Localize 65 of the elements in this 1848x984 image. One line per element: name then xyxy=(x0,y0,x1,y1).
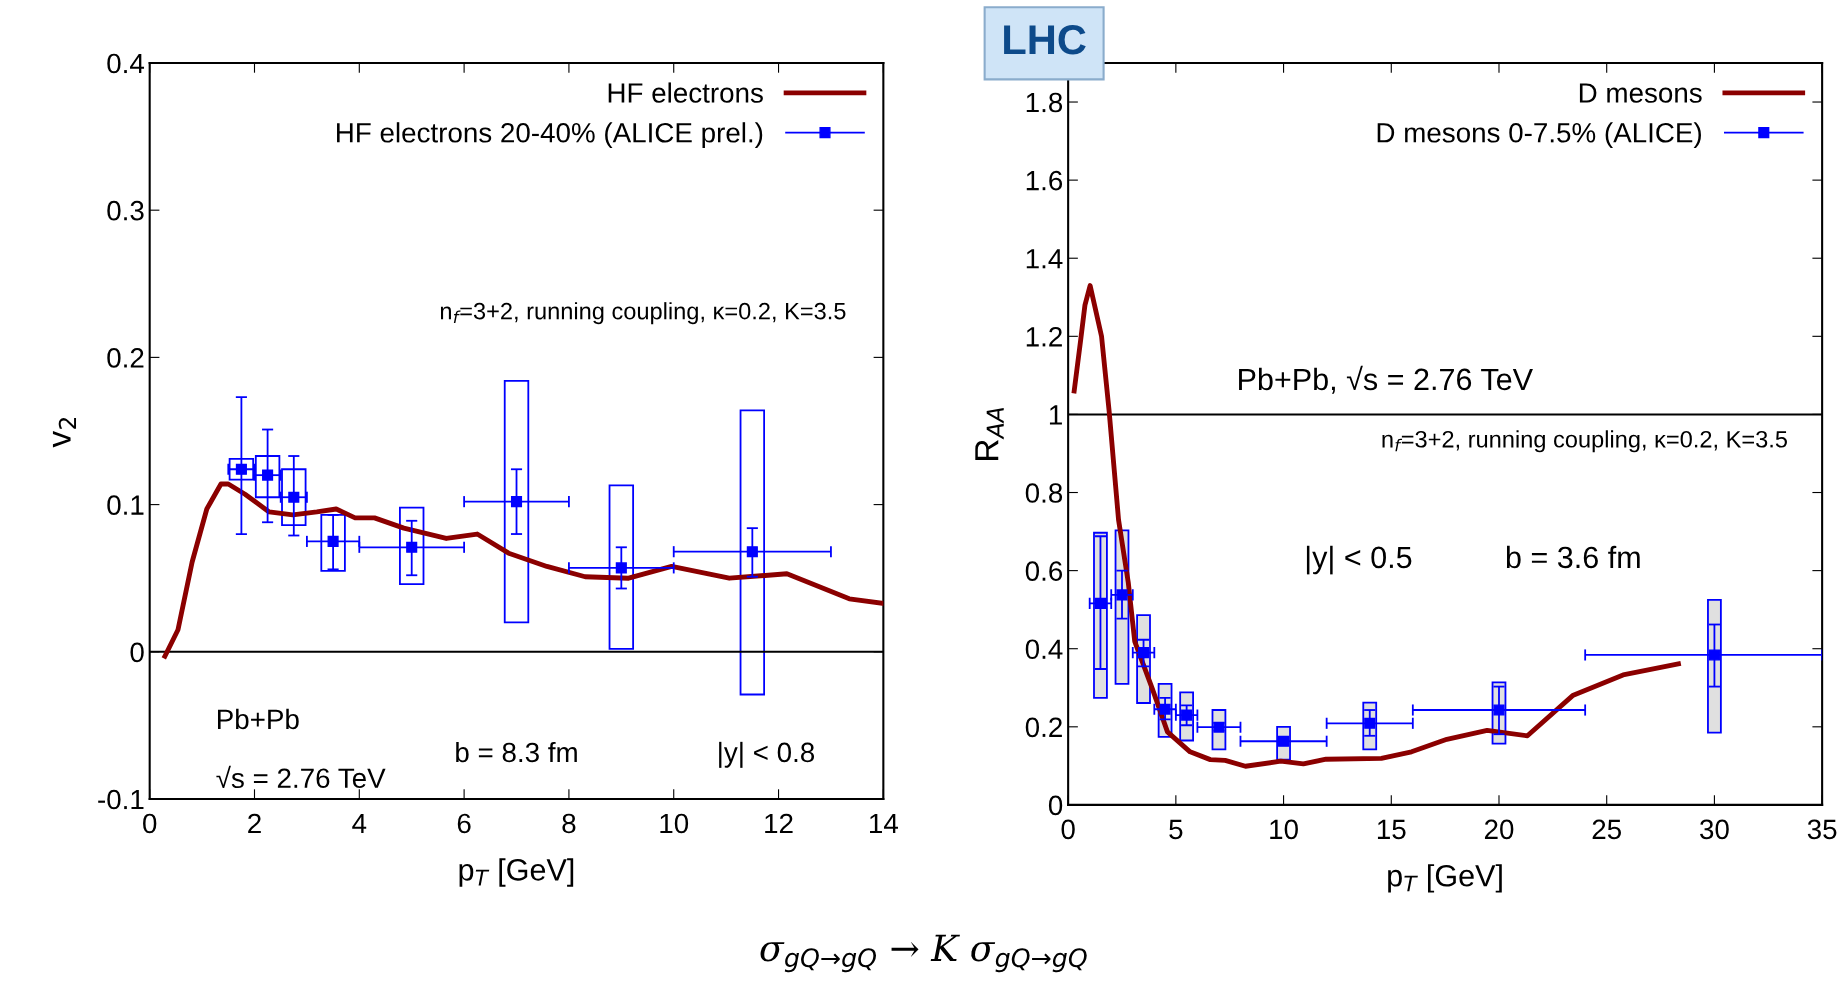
point xyxy=(1181,709,1193,721)
y-tick-label: 1.4 xyxy=(1026,249,1063,269)
annotation: Pb+Pb, √s = 2.76 TeV xyxy=(1239,365,1533,394)
x-tick-label: 30 xyxy=(1700,819,1729,840)
legend-label: D mesons 0-7.5% (ALICE) xyxy=(1377,122,1701,149)
y-axis-title: v$_{2}$ xyxy=(52,418,77,448)
x-tick-label: 2 xyxy=(248,813,261,834)
y-tick-label: 0 xyxy=(1048,795,1063,816)
point xyxy=(1708,649,1720,661)
x-tick-label: 4 xyxy=(352,813,367,834)
point xyxy=(406,541,418,553)
x-tick-label: 10 xyxy=(660,813,689,834)
legend-label: HF electrons 20-40% (ALICE prel.) xyxy=(337,122,763,149)
legend-label: HF electrons xyxy=(608,82,763,103)
y-tick-label: 0.2 xyxy=(1025,717,1062,738)
x-axis-title: p$_{T}$ [GeV] xyxy=(1388,864,1502,893)
annotation: b = 3.6 fm xyxy=(1506,545,1640,569)
text: σ$_{gQ→gQ}$ → K σ$_{gQ→gQ}$ xyxy=(760,934,1087,973)
x-tick-label: 35 xyxy=(1807,819,1837,840)
y-tick-label: 0.8 xyxy=(1025,483,1063,503)
annotation: |y| < 0.8 xyxy=(719,741,815,768)
x-tick-label: 12 xyxy=(765,813,793,834)
x-tick-label: 14 xyxy=(870,813,898,834)
y-tick-label: 1 xyxy=(1049,405,1062,425)
text: LHC xyxy=(1004,24,1086,55)
x-tick-label: 5 xyxy=(1169,819,1183,840)
point xyxy=(288,491,300,503)
point xyxy=(327,535,339,547)
x-tick-label: 8 xyxy=(562,813,576,834)
annotation: √s = 2.76 TeV xyxy=(216,765,386,789)
y-tick-label: 0.4 xyxy=(107,53,145,74)
x-tick-label: 25 xyxy=(1592,819,1621,840)
y-axis-title: R$_{AA}$ xyxy=(975,407,1004,460)
y-tick-label: -0.1 xyxy=(98,789,144,810)
y-tick-label: 0.3 xyxy=(107,200,144,221)
annotation: n$_{f}$=3+2, running coupling, κ=0.2, K=3.5 xyxy=(1382,430,1787,453)
x-axis-title: p$_{T}$ [GeV] xyxy=(459,858,574,887)
annotation: Pb+Pb xyxy=(218,708,299,730)
y-tick-label: 0.4 xyxy=(1025,639,1063,660)
x-tick-label: 6 xyxy=(457,813,471,834)
annotation: |y| < 0.5 xyxy=(1306,545,1412,575)
point xyxy=(510,496,523,508)
point xyxy=(1493,704,1505,716)
y-tick-label: 0.1 xyxy=(107,495,144,515)
point xyxy=(746,546,758,558)
annotation: b = 8.3 fm xyxy=(456,741,577,763)
y-tick-label: 0.6 xyxy=(1025,561,1063,581)
x-tick-label: 15 xyxy=(1377,819,1406,840)
y-tick-label: 0 xyxy=(130,642,144,663)
annotation: n$_{f}$=3+2, running coupling, κ=0.2, K=3.5 xyxy=(440,302,846,325)
y-tick-label: 1.2 xyxy=(1026,326,1062,347)
point xyxy=(1094,597,1107,609)
point xyxy=(1364,717,1376,729)
line-series xyxy=(162,481,884,659)
point xyxy=(615,562,627,574)
x-tick-label: 0 xyxy=(143,813,157,834)
point xyxy=(1159,703,1171,715)
x-tick-label: 20 xyxy=(1484,819,1514,840)
x-tick-label: 10 xyxy=(1270,819,1298,840)
point xyxy=(1116,589,1128,601)
y-tick-label: 0.2 xyxy=(107,348,144,368)
y-tick-label: 1.8 xyxy=(1026,92,1063,113)
legend-label: D mesons xyxy=(1579,83,1702,103)
point xyxy=(1137,647,1150,659)
y-tick-label: 1.6 xyxy=(1026,170,1063,191)
